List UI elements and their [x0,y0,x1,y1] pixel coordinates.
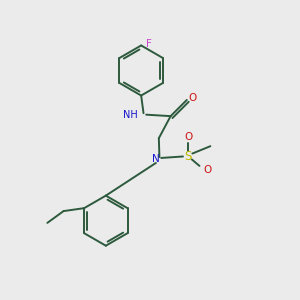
Text: NH: NH [123,110,137,120]
Text: S: S [184,150,192,163]
Text: O: O [188,94,196,103]
Text: N: N [152,154,160,164]
Text: F: F [146,39,152,49]
Text: O: O [203,165,211,175]
Text: O: O [184,132,192,142]
